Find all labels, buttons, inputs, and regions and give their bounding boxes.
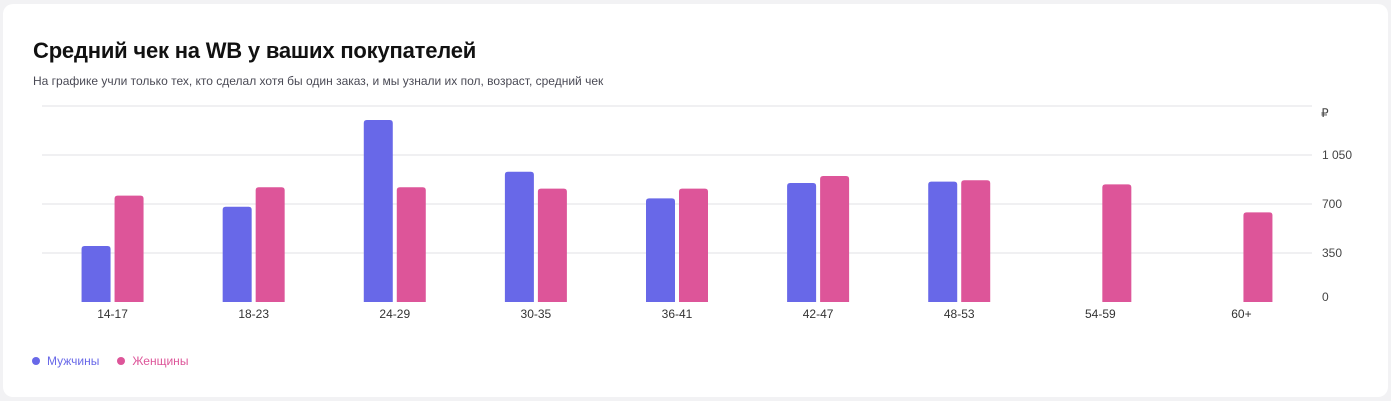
y-unit-label: ₽ [1321,106,1329,120]
legend-dot-men [32,357,40,365]
bar-women [1243,212,1273,302]
y-tick-label: 350 [1322,246,1342,260]
bar-women [255,187,285,302]
bar-women [1102,184,1132,302]
bar-women [679,188,708,302]
bar-women [114,195,144,302]
bar-men [222,206,252,302]
bar-women [396,187,426,302]
y-tick-label: 1 050 [1322,148,1352,162]
x-tick-label: 36-41 [662,307,693,321]
x-tick-label: 60+ [1231,307,1251,321]
legend-item-women[interactable]: Женщины [117,354,188,368]
bar-men [504,171,534,302]
x-tick-label: 24-29 [379,307,410,321]
x-tick-label: 48-53 [944,307,975,321]
x-tick-label: 18-23 [238,307,269,321]
y-tick-label: 700 [1322,197,1342,211]
bar-men [787,183,817,302]
bar-men [928,181,958,302]
bar-men [81,246,111,302]
chart-title: Средний чек на WB у ваших покупателей [33,38,477,63]
legend-dot-women [117,357,126,365]
bar-women [537,188,567,302]
bar-men [646,198,675,302]
bar-men [363,120,393,302]
x-tick-label: 54-59 [1085,307,1116,321]
y-tick-label: 0 [1322,290,1329,304]
x-tick-label: 14-17 [97,307,128,321]
legend-label-men: Мужчины [47,354,100,368]
x-tick-label: 30-35 [521,307,552,321]
chart-legend: Мужчины Женщины [32,354,188,368]
legend-label-women: Женщины [132,354,189,368]
bar-women [820,176,850,302]
bar-women [961,180,991,302]
legend-item-men[interactable]: Мужчины [32,354,99,368]
chart-subtitle: На графике учли только тех, кто сделал х… [33,74,604,88]
x-tick-label: 42-47 [803,307,834,321]
